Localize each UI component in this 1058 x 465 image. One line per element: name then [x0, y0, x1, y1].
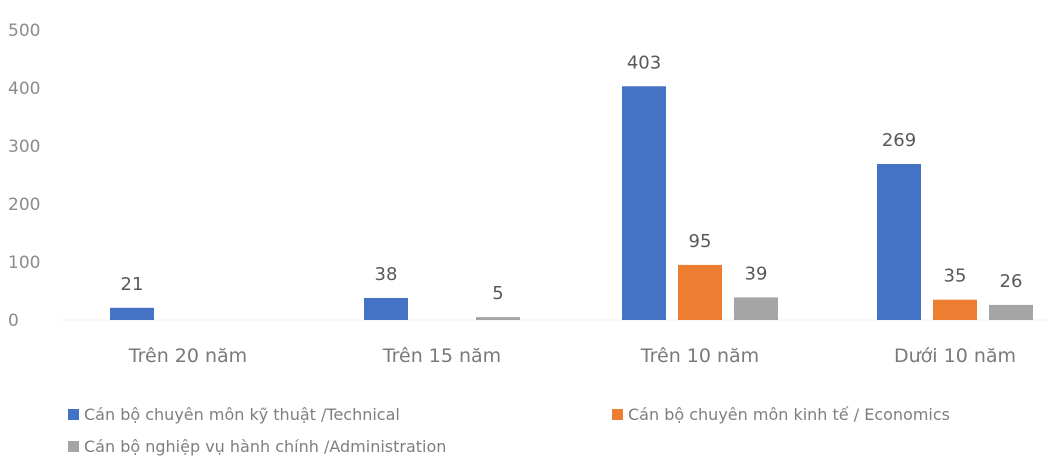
data-label: 5 [492, 283, 503, 304]
data-label: 403 [627, 52, 661, 73]
data-label: 35 [944, 266, 967, 287]
legend-label: Cán bộ chuyên môn kinh tế / Economics [628, 405, 950, 424]
y-tick-label: 100 [8, 253, 40, 273]
bar [476, 317, 520, 320]
legend-swatch [68, 409, 79, 420]
data-label: 269 [882, 130, 916, 151]
legend-item: Cán bộ chuyên môn kinh tế / Economics [612, 405, 950, 424]
category-label: Trên 20 năm [128, 345, 247, 367]
category-label: Dưới 10 năm [894, 345, 1016, 367]
bar [678, 264, 722, 320]
data-label: 95 [689, 231, 712, 252]
y-tick-label: 500 [8, 21, 40, 41]
legend-item: Cán bộ chuyên môn kỹ thuật /Technical [68, 405, 400, 424]
data-label: 26 [1000, 271, 1023, 292]
data-labels-group: 21 38 403 269 95 35 5 39 26 [121, 52, 1023, 304]
y-tick-label: 200 [8, 195, 40, 215]
data-label: 39 [745, 263, 768, 284]
bar [734, 297, 778, 320]
bar [622, 86, 666, 320]
y-tick-label: 400 [8, 79, 40, 99]
bar [877, 163, 921, 320]
y-tick-label: 0 [8, 311, 19, 331]
bar [933, 299, 977, 320]
legend: Cán bộ chuyên môn kỹ thuật /Technical Cán… [68, 405, 950, 456]
legend-item: Cán bộ nghiệp vụ hành chính /Administrat… [68, 437, 446, 456]
bar [989, 304, 1033, 320]
y-axis-ticks: 0 100 200 300 400 500 [8, 21, 1050, 331]
category-label: Trên 10 năm [640, 345, 759, 367]
bar [110, 307, 154, 320]
legend-swatch [612, 409, 623, 420]
bars-group [110, 86, 1033, 320]
data-label: 38 [375, 264, 398, 285]
bar [364, 297, 408, 320]
legend-label: Cán bộ nghiệp vụ hành chính /Administrat… [84, 437, 446, 456]
category-label: Trên 15 năm [382, 345, 501, 367]
data-label: 21 [121, 274, 144, 295]
category-labels-group: Trên 20 năm Trên 15 năm Trên 10 năm Dưới 10… [128, 345, 1016, 367]
legend-label: Cán bộ chuyên môn kỹ thuật /Technical [84, 405, 400, 424]
y-tick-label: 300 [8, 137, 40, 157]
legend-swatch [68, 441, 79, 452]
